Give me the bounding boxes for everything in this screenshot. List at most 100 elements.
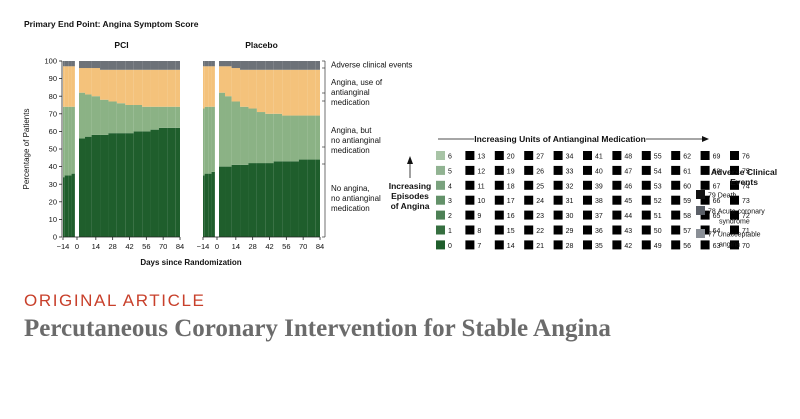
legend-swatch xyxy=(730,151,739,160)
panel-title: PCI xyxy=(114,40,128,50)
bar-segment xyxy=(71,66,75,107)
bar-segment xyxy=(71,106,75,174)
legend-swatch xyxy=(671,165,681,175)
bar-segment xyxy=(203,66,205,109)
legend-swatch xyxy=(553,210,563,220)
bar-segment xyxy=(167,106,176,128)
bar-segment xyxy=(79,61,86,69)
legend-swatch-label: 15 xyxy=(507,228,515,235)
legend-swatch-label: 6 xyxy=(448,154,452,161)
bar-segment xyxy=(108,61,117,70)
y-tick-label: 10 xyxy=(49,215,57,224)
bar-segment xyxy=(256,112,266,164)
legend-swatch-label: 26 xyxy=(536,168,544,175)
bar-segment xyxy=(158,127,168,237)
bar-segment xyxy=(298,159,308,237)
legend-swatch xyxy=(641,225,651,235)
bar-segment xyxy=(204,66,209,107)
x-tick-label: 56 xyxy=(142,242,150,251)
legend-swatch xyxy=(436,165,445,175)
legend-swatch xyxy=(612,225,622,235)
legend-swatch-label: 34 xyxy=(566,154,574,161)
legend-swatch-label: 51 xyxy=(654,213,662,220)
legend-swatch-label: 36 xyxy=(595,228,603,235)
x-tick-label: 42 xyxy=(265,242,273,251)
annotation-label: medication xyxy=(331,98,370,107)
bar-segment xyxy=(273,161,283,237)
legend-swatch xyxy=(583,165,592,175)
legend-swatch xyxy=(583,151,592,160)
x-tick-label: 14 xyxy=(92,242,100,251)
bar-segment xyxy=(133,61,143,70)
legend-swatch xyxy=(641,195,651,205)
bar-segment xyxy=(100,69,109,100)
legend-swatch xyxy=(612,165,622,175)
bar-segment xyxy=(91,68,101,97)
bar-segment xyxy=(74,173,75,237)
legend-swatch-label: 2 xyxy=(448,213,452,220)
legend-swatch-label: 1 xyxy=(448,228,452,235)
bar-segment xyxy=(282,161,291,237)
legend-adverse-label: 78 Acute coronary xyxy=(708,209,765,216)
legend-swatch-label: 71 xyxy=(742,228,750,235)
bar-segment xyxy=(225,61,232,67)
bar-segment xyxy=(125,69,134,105)
legend-swatch-label: 12 xyxy=(477,168,485,175)
legend-swatch xyxy=(583,195,592,205)
bar-segment xyxy=(150,106,159,130)
legend-swatch-label: 11 xyxy=(477,183,484,190)
x-tick-label: 28 xyxy=(248,242,256,251)
legend-swatch xyxy=(671,210,681,220)
legend-swatch xyxy=(671,240,681,250)
bar-segment xyxy=(64,106,69,176)
bar-segment xyxy=(175,106,180,128)
legend-swatch-label: 72 xyxy=(742,213,750,220)
legend-swatch xyxy=(436,151,445,160)
legend-swatch-label: 7 xyxy=(477,243,481,250)
legend-adverse-label: syndrome xyxy=(719,219,750,226)
bar-segment xyxy=(158,69,168,107)
bar-segment xyxy=(64,66,69,107)
legend-swatch-label: 32 xyxy=(566,183,574,190)
legend-swatch xyxy=(671,180,681,190)
bar-segment xyxy=(256,61,266,70)
legend-swatch xyxy=(524,195,534,205)
x-tick-label: 42 xyxy=(125,242,133,251)
legend-swatch-label: 49 xyxy=(654,243,662,250)
x-tick-label: 84 xyxy=(176,242,184,251)
legend-swatch-label: 45 xyxy=(624,198,632,205)
bar-segment xyxy=(79,68,86,93)
annotation-label: Angina, use of xyxy=(331,78,383,87)
y-tick-label: 90 xyxy=(49,74,57,83)
bar-segment xyxy=(100,99,109,135)
legend-swatch-label: 30 xyxy=(566,213,574,220)
legend-swatch xyxy=(494,195,504,205)
bar-segment xyxy=(68,106,72,176)
legend-swatch xyxy=(641,210,651,220)
bar-segment xyxy=(116,61,126,70)
legend-swatch xyxy=(553,180,563,190)
legend-swatch-label: 18 xyxy=(507,183,515,190)
bar-segment xyxy=(167,127,176,237)
y-tick-label: 40 xyxy=(49,162,57,171)
legend-swatch-label: 67 xyxy=(713,183,721,190)
bar-segment xyxy=(63,106,65,178)
legend-swatch-label: 69 xyxy=(713,154,721,161)
legend-swatch-label: 60 xyxy=(683,183,691,190)
bar-segment xyxy=(142,61,151,70)
legend-swatch-label: 47 xyxy=(624,168,632,175)
day0-gap xyxy=(75,60,79,238)
bar-segment xyxy=(204,173,209,237)
legend-swatch-label: 39 xyxy=(595,183,603,190)
legend-swatch-label: 59 xyxy=(683,198,691,205)
bar-segment xyxy=(240,164,249,237)
legend-x-title: Increasing Units of Antianginal Medicati… xyxy=(474,134,646,144)
legend-swatch-label: 14 xyxy=(507,243,515,250)
legend-swatch-label: 73 xyxy=(742,198,750,205)
article-title: Percutaneous Coronary Intervention for S… xyxy=(24,315,611,342)
legend-swatch xyxy=(612,180,622,190)
legend-swatch xyxy=(671,195,681,205)
legend-swatch xyxy=(700,240,710,250)
bar-segment xyxy=(265,163,274,237)
bar-segment xyxy=(125,133,134,237)
